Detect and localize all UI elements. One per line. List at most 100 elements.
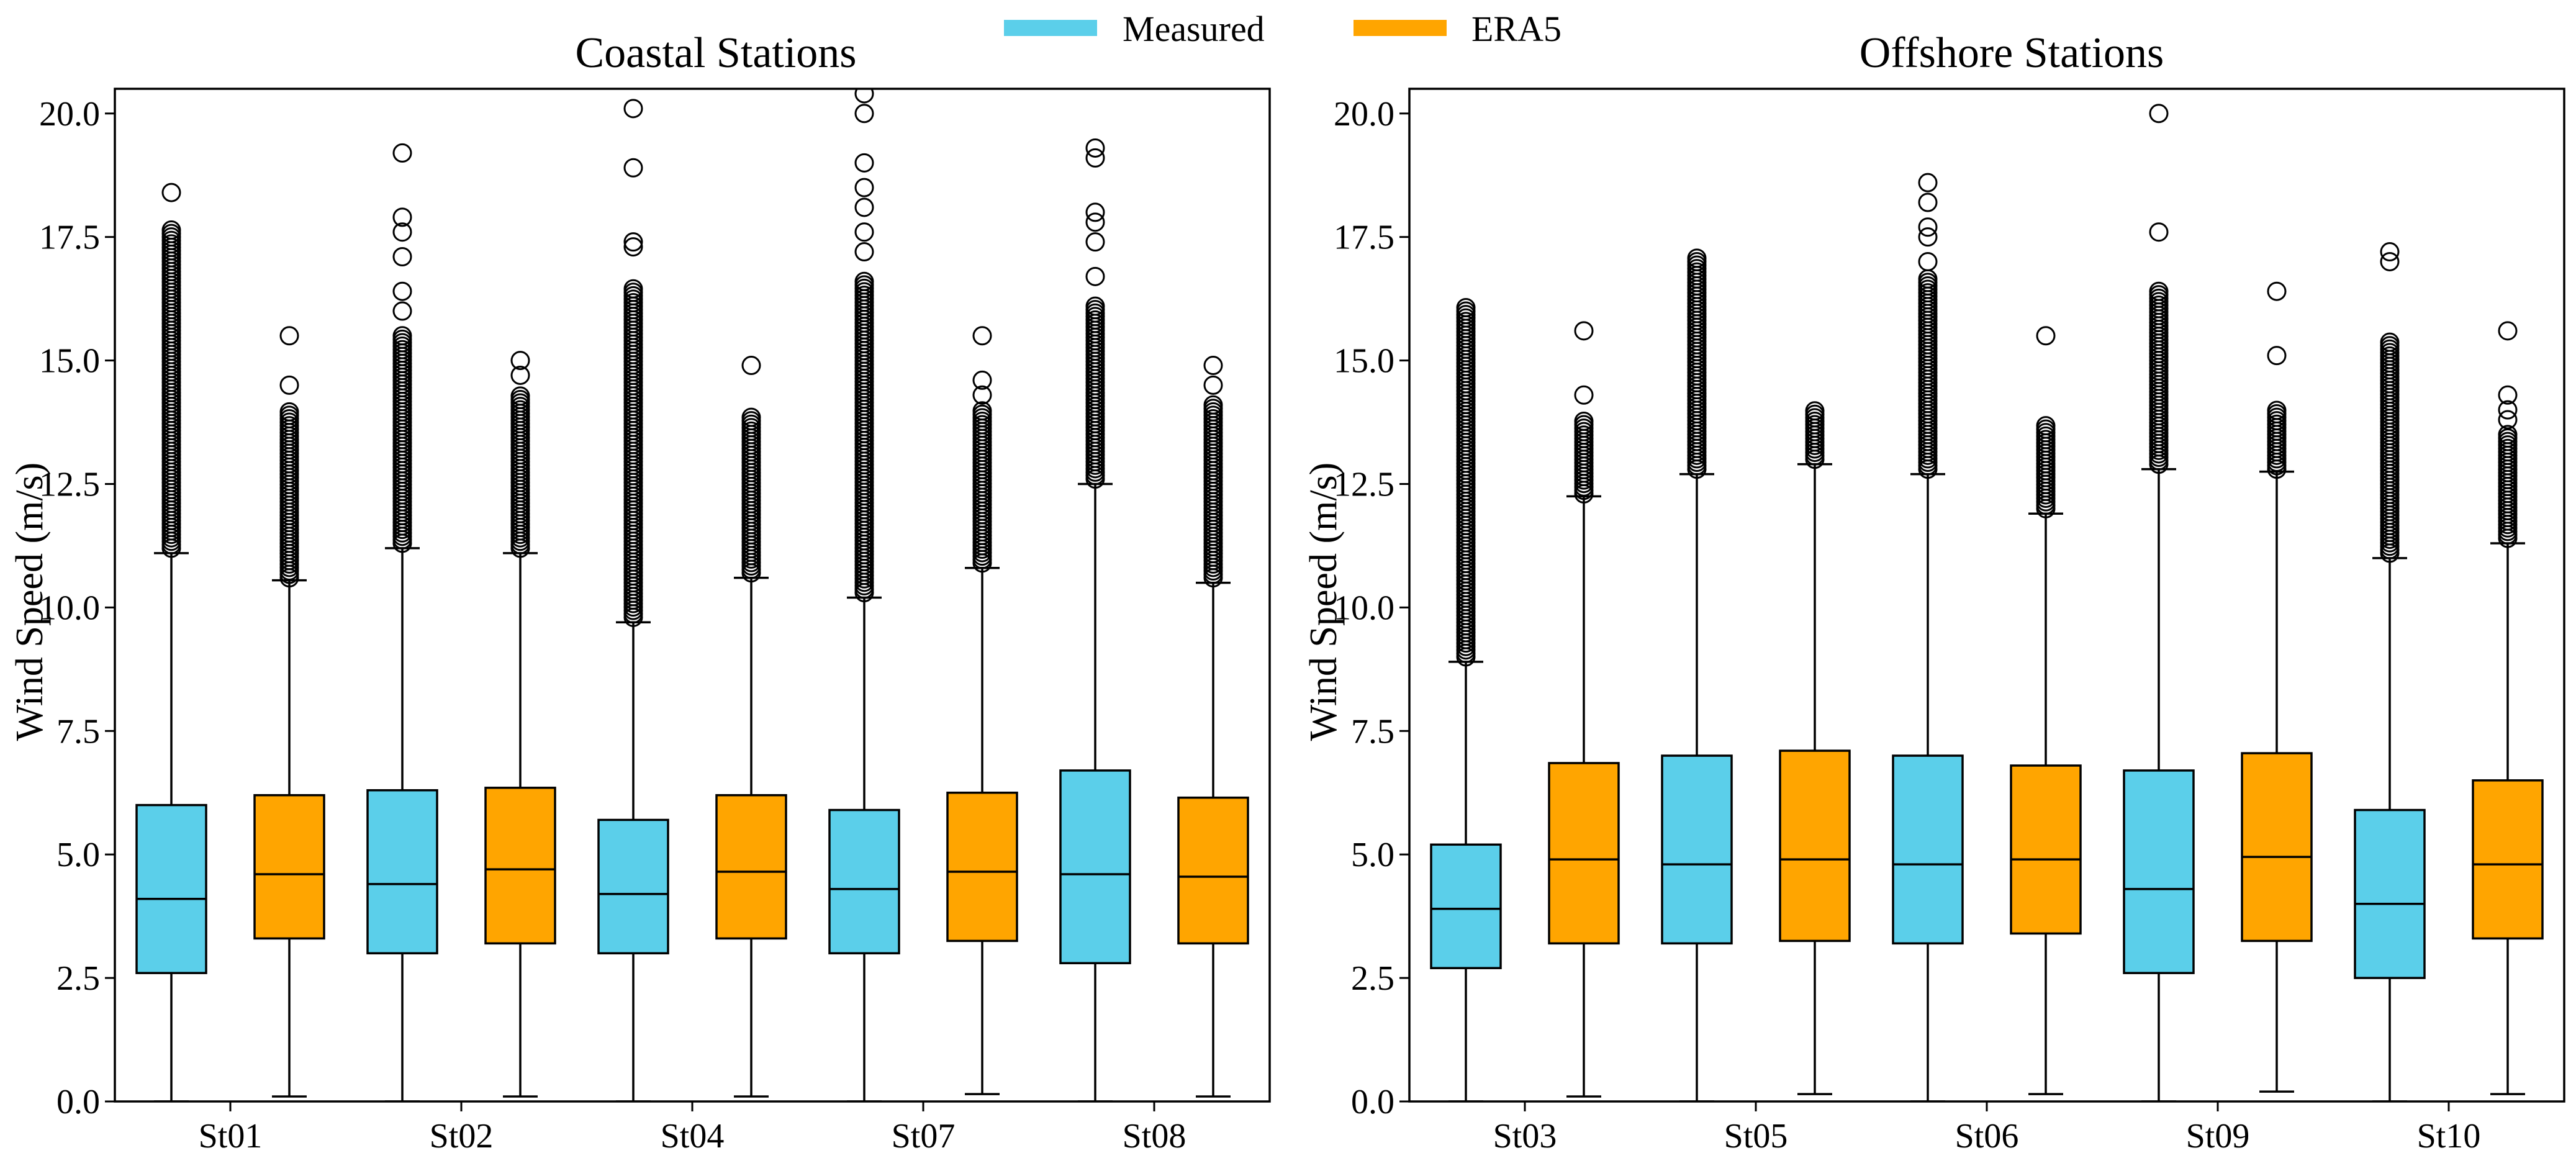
outlier bbox=[1918, 251, 1938, 271]
flier bbox=[2380, 332, 2400, 352]
box-body bbox=[1430, 843, 1502, 969]
outlier bbox=[510, 365, 530, 385]
y-tick-label: 10.0 bbox=[1334, 589, 1394, 627]
flier bbox=[2149, 281, 2169, 301]
outlier bbox=[972, 385, 992, 405]
box-measured-st08 bbox=[1059, 138, 1131, 1101]
y-axis-label: Wind Speed (m/s) bbox=[1303, 463, 1345, 741]
outlier bbox=[1203, 356, 1223, 376]
x-tick-label-st10: St10 bbox=[2417, 1117, 2481, 1155]
flier bbox=[1085, 296, 1105, 316]
x-tick-label-st01: St01 bbox=[199, 1117, 263, 1155]
y-tick-label: 15.0 bbox=[1334, 342, 1394, 381]
y-tick-label: 12.5 bbox=[39, 465, 100, 504]
y-tick-label: 7.5 bbox=[56, 712, 100, 751]
flier bbox=[161, 220, 181, 240]
legend-label-measured: Measured bbox=[1123, 9, 1265, 49]
box-measured-st02 bbox=[366, 143, 438, 1101]
box-body bbox=[1892, 754, 1964, 945]
outlier bbox=[2267, 346, 2287, 366]
box-era5-st04 bbox=[715, 356, 787, 1098]
flier bbox=[279, 402, 299, 422]
outlier bbox=[854, 222, 874, 242]
box-era5-st09 bbox=[2241, 281, 2313, 1093]
flier bbox=[1203, 395, 1223, 415]
y-tick-label: 15.0 bbox=[39, 342, 100, 381]
box-body bbox=[1548, 762, 1620, 945]
y-axis-label: Wind Speed (m/s) bbox=[9, 463, 51, 741]
outlier bbox=[623, 232, 643, 252]
outlier bbox=[854, 242, 874, 262]
outlier bbox=[972, 326, 992, 346]
outlier bbox=[392, 207, 412, 227]
x-tick-label-st09: St09 bbox=[2186, 1117, 2250, 1155]
y-tick-label: 17.5 bbox=[1334, 219, 1394, 257]
box-body bbox=[2010, 764, 2082, 935]
x-tick-label-st02: St02 bbox=[430, 1117, 494, 1155]
outlier bbox=[2149, 104, 2169, 124]
outlier bbox=[1918, 227, 1938, 247]
flier bbox=[2036, 416, 2056, 436]
box-measured-st09 bbox=[2123, 104, 2195, 1101]
chart-title: Offshore Stations bbox=[1860, 29, 2164, 77]
outlier bbox=[2149, 222, 2169, 242]
chart-title: Coastal Stations bbox=[575, 29, 856, 77]
box-era5-st10 bbox=[2472, 321, 2544, 1095]
outlier bbox=[854, 89, 874, 104]
outlier bbox=[1085, 266, 1105, 286]
outlier bbox=[623, 237, 643, 257]
flier bbox=[1456, 297, 1476, 317]
box-body bbox=[484, 787, 556, 945]
outlier bbox=[623, 99, 643, 119]
outlier bbox=[1085, 148, 1105, 168]
flier bbox=[2498, 425, 2518, 445]
outlier bbox=[1085, 138, 1105, 158]
outlier bbox=[1574, 385, 1594, 405]
y-tick-label: 10.0 bbox=[39, 589, 100, 627]
outlier bbox=[741, 356, 761, 376]
flier bbox=[854, 271, 874, 291]
box-body bbox=[253, 793, 325, 940]
y-tick-label: 0.0 bbox=[56, 1083, 100, 1121]
flier bbox=[741, 407, 761, 427]
outlier bbox=[392, 301, 412, 321]
box-body bbox=[1661, 754, 1733, 945]
flier bbox=[1805, 401, 1825, 421]
outlier bbox=[854, 153, 874, 173]
box-body bbox=[366, 789, 438, 955]
box-body bbox=[715, 793, 787, 940]
plot-content bbox=[1430, 104, 2544, 1101]
x-tick-label-st07: St07 bbox=[892, 1117, 956, 1155]
axes-frame bbox=[114, 88, 1271, 1103]
box-body bbox=[2472, 779, 2544, 940]
outlier bbox=[1085, 212, 1105, 232]
flier bbox=[1574, 411, 1594, 431]
box-era5-st06 bbox=[2010, 326, 2082, 1095]
box-body bbox=[1059, 769, 1131, 964]
outlier bbox=[392, 143, 412, 163]
outlier bbox=[2498, 410, 2518, 430]
y-tick-label: 20.0 bbox=[1334, 95, 1394, 133]
box-body bbox=[2354, 808, 2426, 979]
box-era5-st07 bbox=[946, 326, 1018, 1095]
y-tick-label: 5.0 bbox=[56, 836, 100, 874]
box-era5-st08 bbox=[1177, 356, 1249, 1098]
outlier bbox=[279, 326, 299, 346]
y-tick-label: 0.0 bbox=[1351, 1083, 1394, 1121]
flier bbox=[1687, 248, 1707, 268]
outlier bbox=[2498, 385, 2518, 405]
legend: Measured ERA5 bbox=[1004, 9, 1561, 49]
y-tick-label: 17.5 bbox=[39, 219, 100, 257]
y-tick-label: 7.5 bbox=[1351, 712, 1394, 751]
outlier bbox=[279, 375, 299, 395]
box-era5-st01 bbox=[253, 326, 325, 1098]
box-measured-st07 bbox=[828, 89, 900, 1101]
outlier bbox=[854, 197, 874, 217]
box-measured-st05 bbox=[1661, 248, 1733, 1101]
flier bbox=[510, 386, 530, 406]
flier bbox=[392, 326, 412, 346]
plot-area: 0.0 2.5 5.0 7.5 10.0 12.5 15.0 17.5 20.0 St03 St05… bbox=[1334, 88, 2565, 1155]
box-measured-st06 bbox=[1892, 173, 1964, 1101]
box-body bbox=[1177, 796, 1249, 945]
box-body bbox=[946, 791, 1018, 943]
